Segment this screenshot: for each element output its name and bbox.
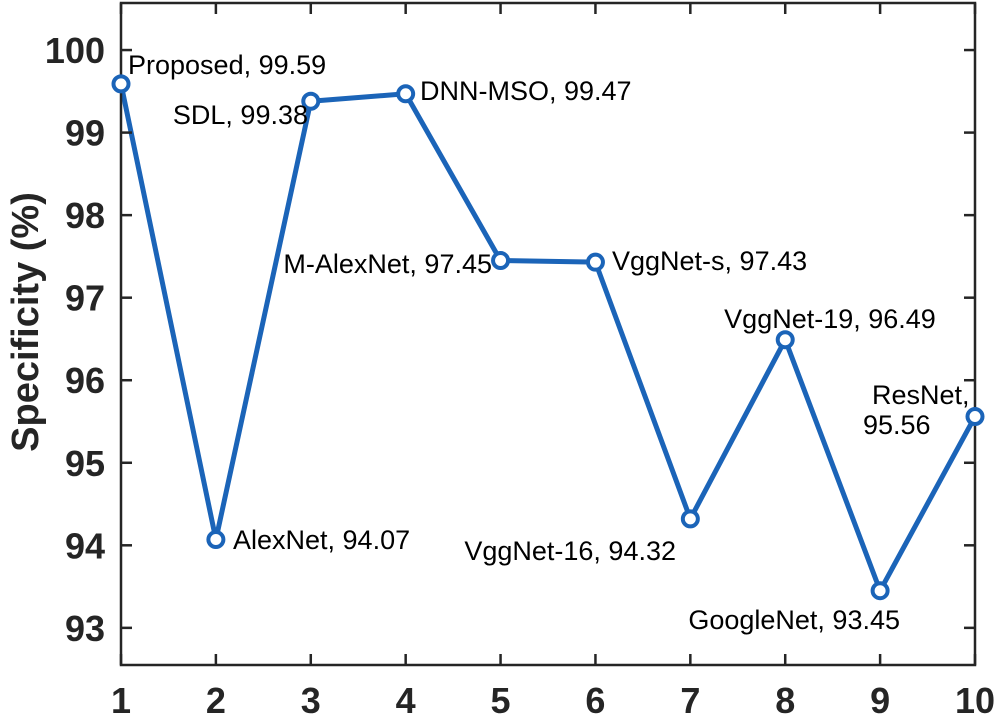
y-tick-label: 99 [65,113,105,154]
point-label: DNN-MSO, 99.47 [420,76,632,106]
point-label: AlexNet, 94.07 [233,525,410,555]
x-tick-label: 8 [775,680,795,718]
point-labels: Proposed, 99.59 AlexNet, 94.07 SDL, 99.38 D… [128,50,970,635]
x-tick-label: 6 [585,680,605,718]
data-point-marker [301,91,321,111]
y-tick-labels: 93 94 95 96 97 98 99 100 [45,30,105,649]
y-tick-label: 95 [65,443,105,484]
data-point-marker [870,581,890,601]
y-tick-label: 94 [65,525,105,566]
y-tick-label: 93 [65,608,105,649]
y-axis-title: Specificity (%) [5,192,47,452]
point-label: VggNet-16, 94.32 [464,536,676,566]
x-tick-label: 3 [301,680,321,718]
y-tick-label: 96 [65,360,105,401]
data-point-marker [680,509,700,529]
data-point-marker [111,74,131,94]
point-label: GoogleNet, 93.45 [688,605,900,635]
plot-area [121,3,975,665]
data-point-marker [396,84,416,104]
data-point-markers [111,74,985,601]
data-line-group [118,81,978,594]
y-tick-label: 98 [65,195,105,236]
data-point-marker [775,330,795,350]
point-label: M-AlexNet, 97.45 [283,249,492,279]
point-label: VggNet-19, 96.49 [724,304,936,334]
x-tick-label: 4 [396,680,416,718]
x-tick-label: 1 [111,680,131,718]
point-label: 95.56 [863,410,931,440]
data-point-marker [206,530,226,550]
point-label: SDL, 99.38 [173,100,308,130]
data-point-marker [965,407,985,427]
x-tick-label: 9 [870,680,890,718]
point-label: Proposed, 99.59 [128,50,326,80]
x-tick-label: 10 [955,680,995,718]
x-tick-label: 7 [680,680,700,718]
plot-border [119,1,977,667]
y-tick-label: 100 [45,30,105,71]
x-tick-label: 2 [206,680,226,718]
point-label: ResNet, [872,380,970,410]
y-tick-label: 97 [65,278,105,319]
data-point-marker [585,252,605,272]
point-label: VggNet-s, 97.43 [612,246,807,276]
x-tick-labels: 1 2 3 4 5 6 7 8 9 10 [111,680,995,718]
data-point-marker [491,251,511,271]
x-tick-label: 5 [491,680,511,718]
data-line [118,81,978,594]
